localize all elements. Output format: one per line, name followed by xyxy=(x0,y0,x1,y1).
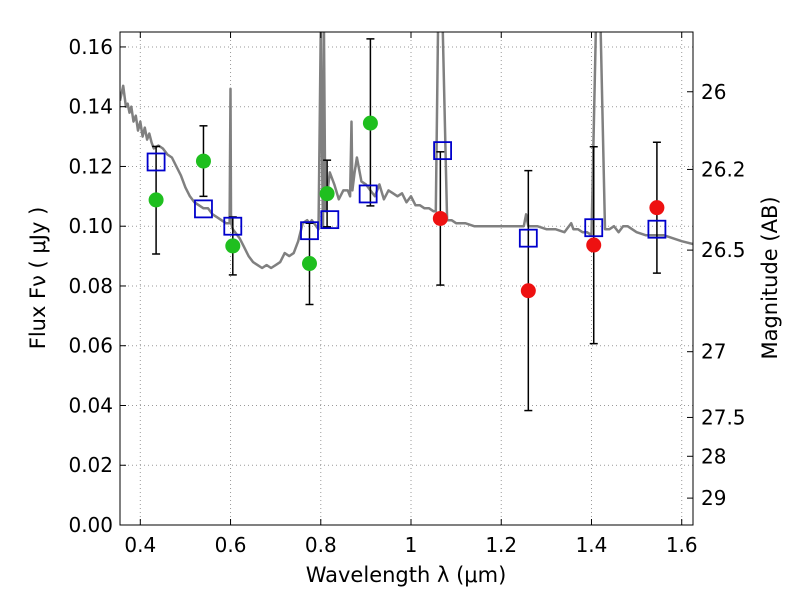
y-tick-label: 0.00 xyxy=(68,513,113,537)
blue-square-point xyxy=(300,221,319,241)
data-points-group xyxy=(146,115,667,299)
green-point xyxy=(319,186,335,202)
plot-frame xyxy=(119,31,694,526)
x-tick-label: 1.2 xyxy=(485,533,517,557)
blue-square-point xyxy=(358,184,378,204)
x-tick-label: 1 xyxy=(405,533,418,557)
green-point xyxy=(195,153,211,169)
y-axis-left: 0.00 0.02 0.04 0.06 0.08 0.10 0.12 0.14 0.16 xyxy=(68,35,126,537)
right-tick-label: 27.5 xyxy=(701,405,746,429)
y-axis-right: 26 26.2 26.5 27 27.5 28 29 xyxy=(687,80,746,510)
grid xyxy=(120,32,693,526)
x-tick-label: 1.4 xyxy=(576,533,608,557)
y-tick-label: 0.10 xyxy=(68,214,113,238)
right-tick-label: 27 xyxy=(701,340,726,364)
model-spectrum-group xyxy=(120,32,693,270)
blue-square-point xyxy=(320,210,340,230)
green-point xyxy=(301,256,317,272)
red-point xyxy=(520,283,536,299)
model-spectrum-line xyxy=(120,32,693,270)
y-tick-label: 0.04 xyxy=(68,393,113,417)
red-point xyxy=(432,210,448,226)
y-axis-label: Flux Fν ( μJy ) xyxy=(26,207,50,350)
green-point xyxy=(225,238,241,254)
right-tick-label: 28 xyxy=(701,444,726,468)
blue-square-point xyxy=(194,199,213,219)
x-axis: 0.4 0.6 0.8 1 1.2 1.4 1.6 xyxy=(124,32,698,557)
y-tick-label: 0.16 xyxy=(68,35,113,59)
red-point xyxy=(586,237,602,253)
x-axis-label: Wavelength λ (μm) xyxy=(306,563,507,587)
blue-square-point xyxy=(223,216,243,236)
blue-square-point xyxy=(584,218,604,238)
y-tick-label: 0.12 xyxy=(68,154,113,178)
blue-square-point xyxy=(146,152,166,172)
y-tick-label: 0.08 xyxy=(68,274,113,298)
right-tick-label: 26.2 xyxy=(701,157,746,181)
x-tick-label: 0.4 xyxy=(124,533,156,557)
right-tick-label: 26 xyxy=(701,80,726,104)
blue-square-point xyxy=(647,219,667,239)
green-point xyxy=(362,115,378,131)
y-tick-label: 0.06 xyxy=(68,334,113,358)
red-point xyxy=(649,200,665,216)
x-tick-label: 0.8 xyxy=(305,533,337,557)
blue-square-point xyxy=(433,141,452,161)
x-tick-label: 0.6 xyxy=(215,533,247,557)
y-tick-label: 0.02 xyxy=(68,453,113,477)
y-tick-label: 0.14 xyxy=(68,95,113,119)
right-tick-label: 29 xyxy=(701,486,726,510)
green-point xyxy=(148,192,164,208)
right-tick-label: 26.5 xyxy=(701,238,746,262)
y-axis-right-label: Magnitude (AB) xyxy=(758,196,782,359)
blue-square-point xyxy=(518,228,538,248)
x-tick-label: 1.6 xyxy=(666,533,698,557)
